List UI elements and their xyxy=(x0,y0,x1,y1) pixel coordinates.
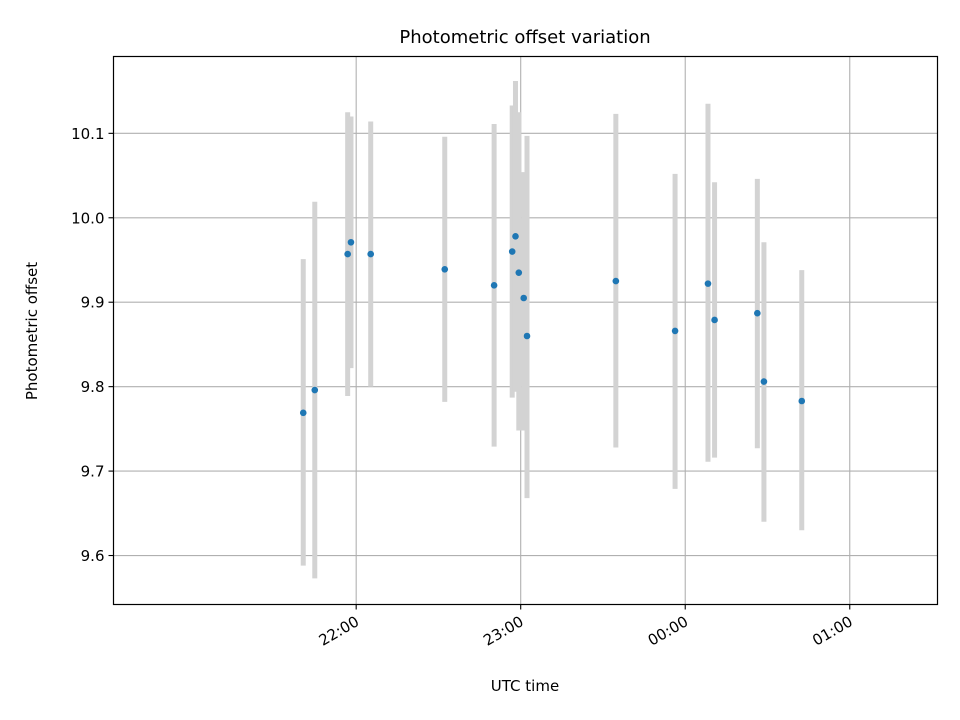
data-point xyxy=(704,280,712,287)
x-axis-title: UTC time xyxy=(491,677,559,695)
data-points xyxy=(299,233,806,417)
y-tick-label: 9.7 xyxy=(81,463,105,481)
chart-title: Photometric offset variation xyxy=(399,27,650,48)
data-point xyxy=(671,327,679,335)
data-point xyxy=(520,294,528,302)
data-point xyxy=(798,397,806,405)
y-tick-label: 10.0 xyxy=(71,209,104,227)
data-point xyxy=(490,282,498,289)
data-point xyxy=(367,250,375,258)
y-tick-label: 9.9 xyxy=(81,294,105,312)
data-point xyxy=(512,233,519,240)
y-tick-label: 9.6 xyxy=(81,547,105,565)
data-point xyxy=(508,248,516,255)
data-point xyxy=(299,409,307,417)
y-axis-title: Photometric offset xyxy=(23,262,41,400)
data-point xyxy=(523,332,531,340)
y-axis: 9.6 9.7 9.8 9.9 10.0 10.1 xyxy=(71,125,114,565)
data-point xyxy=(711,316,718,324)
data-point xyxy=(344,250,351,258)
y-tick-label: 10.1 xyxy=(71,125,104,143)
data-point xyxy=(441,265,449,273)
data-point xyxy=(515,269,523,276)
data-point xyxy=(311,386,319,394)
data-point xyxy=(760,378,768,385)
data-point xyxy=(347,238,355,246)
plot-area-frame xyxy=(112,55,939,606)
y-tick-label: 9.8 xyxy=(81,378,105,396)
data-point xyxy=(754,309,761,317)
data-point xyxy=(612,277,620,285)
